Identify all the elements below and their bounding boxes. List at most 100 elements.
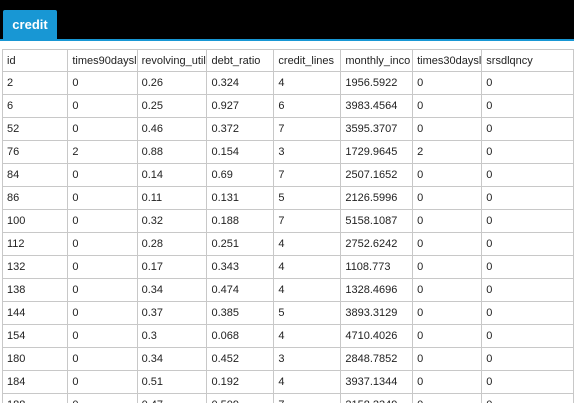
table-cell[interactable]: 5 [274, 302, 341, 325]
table-cell[interactable]: 76 [3, 141, 68, 164]
table-cell[interactable]: 0 [68, 302, 137, 325]
table-cell[interactable]: 0 [68, 348, 137, 371]
table-cell[interactable]: 0 [413, 279, 482, 302]
table-cell[interactable]: 4 [274, 256, 341, 279]
table-cell[interactable]: 0 [68, 210, 137, 233]
table-cell[interactable]: 0.452 [207, 348, 274, 371]
table-cell[interactable]: 0 [482, 187, 574, 210]
table-cell[interactable]: 2 [413, 141, 482, 164]
table-cell[interactable]: 0.46 [137, 118, 207, 141]
table-cell[interactable]: 0 [68, 72, 137, 95]
table-cell[interactable]: 0.188 [207, 210, 274, 233]
table-cell[interactable]: 0 [68, 187, 137, 210]
table-cell[interactable]: 0 [68, 279, 137, 302]
table-cell[interactable]: 7 [274, 394, 341, 403]
table-cell[interactable]: 52 [3, 118, 68, 141]
table-cell[interactable]: 0 [482, 302, 574, 325]
table-cell[interactable]: 0.37 [137, 302, 207, 325]
table-cell[interactable]: 1956.5922 [341, 72, 413, 95]
column-header-debt-ratio[interactable]: debt_ratio [207, 50, 274, 72]
table-cell[interactable]: 0 [413, 348, 482, 371]
table-cell[interactable]: 3937.1344 [341, 371, 413, 394]
table-cell[interactable]: 2507.1652 [341, 164, 413, 187]
table-cell[interactable]: 0 [68, 233, 137, 256]
table-cell[interactable]: 154 [3, 325, 68, 348]
table-cell[interactable]: 0.3 [137, 325, 207, 348]
column-header-times30daysl[interactable]: times30daysl [413, 50, 482, 72]
table-cell[interactable]: 0.324 [207, 72, 274, 95]
table-cell[interactable]: 0 [413, 325, 482, 348]
table-cell[interactable]: 0.251 [207, 233, 274, 256]
table-cell[interactable]: 0 [413, 187, 482, 210]
table-cell[interactable]: 0 [413, 164, 482, 187]
table-cell[interactable]: 0.47 [137, 394, 207, 403]
table-cell[interactable]: 0 [482, 141, 574, 164]
table-cell[interactable]: 5158.1087 [341, 210, 413, 233]
table-cell[interactable]: 0 [482, 233, 574, 256]
table-cell[interactable]: 0 [413, 302, 482, 325]
column-header-times90daysl[interactable]: times90daysl [68, 50, 137, 72]
table-cell[interactable]: 0 [482, 348, 574, 371]
table-cell[interactable]: 0 [482, 279, 574, 302]
table-cell[interactable]: 4 [274, 325, 341, 348]
tab-credit[interactable]: credit [3, 10, 57, 39]
table-cell[interactable]: 0.28 [137, 233, 207, 256]
table-cell[interactable]: 0 [413, 95, 482, 118]
table-cell[interactable]: 0 [482, 95, 574, 118]
table-cell[interactable]: 3 [274, 348, 341, 371]
table-cell[interactable]: 4 [274, 72, 341, 95]
table-cell[interactable]: 3983.4564 [341, 95, 413, 118]
table-cell[interactable]: 0 [482, 118, 574, 141]
table-cell[interactable]: 0.509 [207, 394, 274, 403]
table-cell[interactable]: 0 [413, 233, 482, 256]
table-cell[interactable]: 0 [68, 256, 137, 279]
table-cell[interactable]: 5 [274, 187, 341, 210]
table-cell[interactable]: 3893.3129 [341, 302, 413, 325]
table-cell[interactable]: 6 [274, 95, 341, 118]
table-cell[interactable]: 2126.5996 [341, 187, 413, 210]
table-cell[interactable]: 0 [68, 371, 137, 394]
table-cell[interactable]: 0.068 [207, 325, 274, 348]
table-cell[interactable]: 0 [413, 371, 482, 394]
table-cell[interactable]: 0 [413, 256, 482, 279]
table-cell[interactable]: 0.385 [207, 302, 274, 325]
table-cell[interactable]: 0 [413, 118, 482, 141]
column-header-id[interactable]: id [3, 50, 68, 72]
table-cell[interactable]: 0 [68, 95, 137, 118]
table-cell[interactable]: 0.11 [137, 187, 207, 210]
table-cell[interactable]: 7 [274, 210, 341, 233]
table-cell[interactable]: 0.17 [137, 256, 207, 279]
table-cell[interactable]: 0.88 [137, 141, 207, 164]
table-cell[interactable]: 0 [482, 394, 574, 403]
table-cell[interactable]: 100 [3, 210, 68, 233]
table-cell[interactable]: 0.343 [207, 256, 274, 279]
table-cell[interactable]: 0.372 [207, 118, 274, 141]
table-cell[interactable]: 84 [3, 164, 68, 187]
table-cell[interactable]: 86 [3, 187, 68, 210]
table-cell[interactable]: 7 [274, 164, 341, 187]
table-cell[interactable]: 2 [68, 141, 137, 164]
table-cell[interactable]: 6 [3, 95, 68, 118]
table-cell[interactable]: 184 [3, 371, 68, 394]
table-cell[interactable]: 0 [68, 394, 137, 403]
column-header-srsdlqncy[interactable]: srsdlqncy [482, 50, 574, 72]
table-cell[interactable]: 0 [482, 371, 574, 394]
table-cell[interactable]: 2158.2349 [341, 394, 413, 403]
table-cell[interactable]: 188 [3, 394, 68, 403]
table-cell[interactable]: 0.154 [207, 141, 274, 164]
table-cell[interactable]: 0 [482, 164, 574, 187]
table-row[interactable]: 18800.470.50972158.234900 [3, 394, 574, 403]
table-cell[interactable]: 0 [482, 72, 574, 95]
table-cell[interactable]: 7 [274, 118, 341, 141]
table-cell[interactable]: 3595.3707 [341, 118, 413, 141]
table-cell[interactable]: 2 [3, 72, 68, 95]
